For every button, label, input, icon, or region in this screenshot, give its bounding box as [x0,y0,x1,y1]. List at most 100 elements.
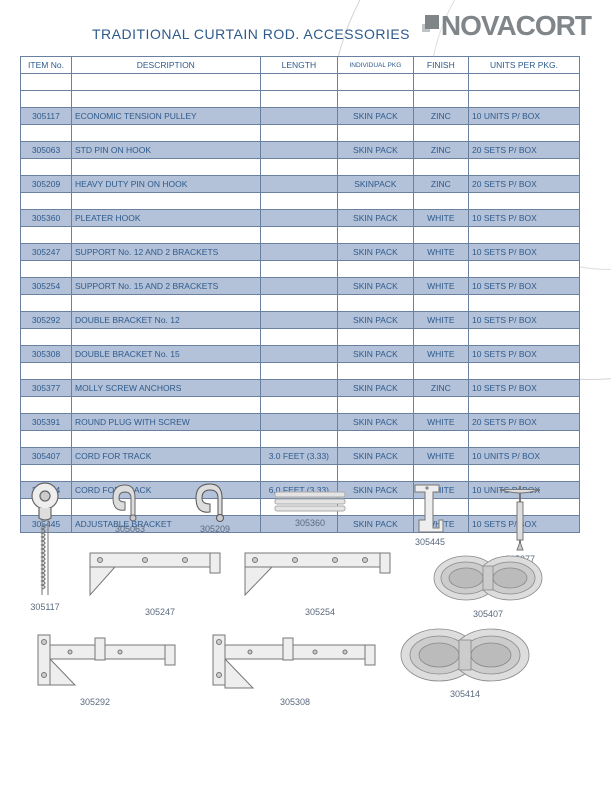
table-cell [260,380,338,397]
table-cell: SUPPORT No. 12 AND 2 BRACKETS [72,244,261,261]
table-cell: 20 SETS P/ BOX [469,414,580,431]
table-cell: SKIN PACK [338,448,413,465]
table-cell: 305391 [21,414,72,431]
table-cell: 10 SETS P/ BOX [469,244,580,261]
table-row: 305360PLEATER HOOKSKIN PACKWHITE10 SETS … [21,210,580,227]
table-cell: CORD FOR TRACK [72,448,261,465]
table-cell: WHITE [413,210,468,227]
table-cell: 305377 [21,380,72,397]
table-cell [260,312,338,329]
table-blank-row [21,193,580,210]
thumb-305247: 305247 [85,545,235,617]
table-cell: 10 SETS P/ BOX [469,278,580,295]
col-length: LENGTH [260,57,338,74]
table-cell: ZINC [413,142,468,159]
table-cell: WHITE [413,244,468,261]
table-cell: SKIN PACK [338,108,413,125]
table-cell: 10 SETS P/ BOX [469,210,580,227]
table-cell: 305117 [21,108,72,125]
table-header-row: ITEM No. DESCRIPTION LENGTH INDIVIDUAL P… [21,57,580,74]
thumb-label: 305117 [15,602,75,612]
table-cell: PLEATER HOOK [72,210,261,227]
table-cell: 10 SETS P/ BOX [469,380,580,397]
table-cell: STD PIN ON HOOK [72,142,261,159]
table-cell: SKIN PACK [338,210,413,227]
table-row: 305209HEAVY DUTY PIN ON HOOK SKINPACKZINC… [21,176,580,193]
table-cell: SKIN PACK [338,244,413,261]
table-blank-row [21,465,580,482]
table-cell: 305292 [21,312,72,329]
thumb-305254: 305254 [240,545,400,617]
thumb-305414: 305414 [395,625,535,699]
thumb-label: 305209 [190,524,240,534]
table-row: 305254SUPPORT No. 15 AND 2 BRACKETSSKIN … [21,278,580,295]
table-row: 305391ROUND PLUG WITH SCREWSKIN PACKWHIT… [21,414,580,431]
table-cell: HEAVY DUTY PIN ON HOOK [72,176,261,193]
table-blank-row [21,159,580,176]
table-row: 305377MOLLY SCREW ANCHORS SKIN PACKZINC10… [21,380,580,397]
table-cell: 305308 [21,346,72,363]
table-cell [260,210,338,227]
table-cell [260,346,338,363]
table-cell [260,108,338,125]
thumb-label: 305247 [85,607,235,617]
table-row: 305292DOUBLE BRACKET No. 12SKIN PACKWHIT… [21,312,580,329]
table-blank-row [21,329,580,346]
table-blank-row [21,261,580,278]
table-cell: 10 SETS P/ BOX [469,312,580,329]
table-cell: 305209 [21,176,72,193]
table-blank-row [21,91,580,108]
table-blank-row [21,295,580,312]
table-cell: MOLLY SCREW ANCHORS [72,380,261,397]
logo-square-icon [425,15,439,29]
page-title: TRADITIONAL CURTAIN ROD. ACCESSORIES [92,26,410,42]
col-desc: DESCRIPTION [72,57,261,74]
table-cell: SKINPACK [338,176,413,193]
table-blank-row [21,227,580,244]
table-cell: 20 SETS P/ BOX [469,176,580,193]
accessories-table: ITEM No. DESCRIPTION LENGTH INDIVIDUAL P… [20,56,580,533]
thumb-305209: 305209 [190,480,240,534]
thumb-305117: 305117 [15,480,75,612]
thumb-305360: 305360 [270,486,350,528]
table-cell: WHITE [413,414,468,431]
col-finish: FINISH [413,57,468,74]
table-cell: ZINC [413,176,468,193]
thumb-305407: 305407 [428,552,548,619]
table-cell: SKIN PACK [338,380,413,397]
table-cell: WHITE [413,312,468,329]
brand-logo: NOVACORT [425,10,591,42]
table-blank-row [21,74,580,91]
table-row: 305308DOUBLE BRACKET No. 15 SKIN PACKWHIT… [21,346,580,363]
table-cell [260,244,338,261]
table-cell: WHITE [413,278,468,295]
table-cell: SKIN PACK [338,346,413,363]
table-row: 305247SUPPORT No. 12 AND 2 BRACKETSSKIN … [21,244,580,261]
table-cell: 10 SETS P/ BOX [469,346,580,363]
table-blank-row [21,125,580,142]
table-cell: WHITE [413,346,468,363]
thumb-label: 305308 [205,697,385,707]
table-blank-row [21,431,580,448]
brand-name: NOVACORT [441,10,591,41]
table-cell: SKIN PACK [338,142,413,159]
table-cell: WHITE [413,448,468,465]
table-cell: 20 SETS P/ BOX [469,142,580,159]
table-cell: DOUBLE BRACKET No. 15 [72,346,261,363]
table-cell: ZINC [413,380,468,397]
thumb-305308: 305308 [205,630,385,707]
col-item: ITEM No. [21,57,72,74]
table-cell: DOUBLE BRACKET No. 12 [72,312,261,329]
thumb-label: 305254 [240,607,400,617]
table-cell [260,142,338,159]
table-row: 305407CORD FOR TRACK3.0 FEET (3.33)SKIN … [21,448,580,465]
thumb-label: 305445 [405,537,455,547]
table-row: 305117ECONOMIC TENSION PULLEYSKIN PACKZI… [21,108,580,125]
table-cell: SKIN PACK [338,278,413,295]
table-cell: ECONOMIC TENSION PULLEY [72,108,261,125]
thumb-305445: 305445 [405,480,455,547]
thumb-305063: 305063 [105,480,155,534]
table-cell: 10 UNITS P/ BOX [469,108,580,125]
col-upp: UNITS PER PKG. [469,57,580,74]
product-thumbnails: 305117 305063 305209 305360 305445 [10,480,600,780]
